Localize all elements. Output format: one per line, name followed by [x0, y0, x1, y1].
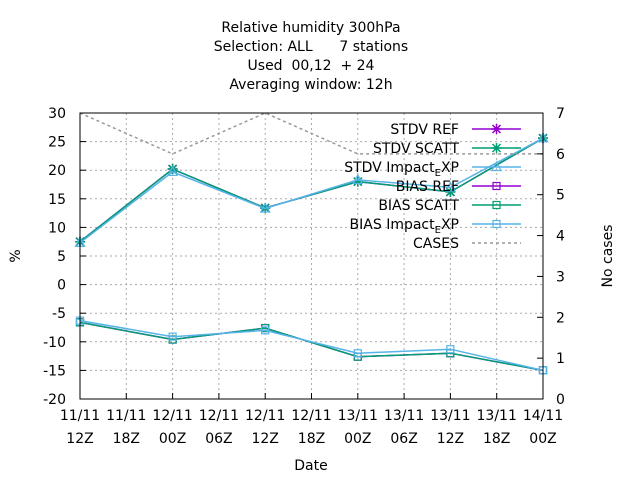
- legend-item-cases: CASES: [413, 236, 521, 252]
- x-tick-label-date: 14/11: [523, 408, 563, 424]
- y2-tick-label: 5: [556, 188, 565, 204]
- y2-tick-label: 3: [556, 269, 565, 285]
- legend-marker: [492, 181, 501, 191]
- data-point: [167, 164, 178, 175]
- title-line: Averaging window: 12h: [229, 77, 392, 93]
- y2-tick-label: 2: [556, 310, 565, 326]
- legend-label: BIAS ImpactEXP: [350, 217, 459, 236]
- y-tick-label: 25: [48, 135, 66, 151]
- x-tick-label-hour: 00Z: [159, 431, 186, 447]
- series-stdv-impact-exp: [74, 131, 549, 247]
- data-point: [167, 165, 179, 177]
- legend-label: CASES: [413, 236, 459, 252]
- title-line: Relative humidity 300hPa: [221, 20, 400, 36]
- x-tick-label-date: 11/11: [106, 408, 146, 424]
- y2-tick-label: 1: [556, 351, 565, 367]
- plot-series: [74, 112, 549, 375]
- x-tick-label-date: 11/11: [60, 408, 100, 424]
- x-tick-label-date: 13/11: [338, 408, 378, 424]
- x-tick-label-hour: 00Z: [344, 431, 371, 447]
- legend-label: STDV ImpactEXP: [344, 160, 459, 179]
- y-tick-label: -15: [43, 363, 66, 379]
- y-tick-label: 0: [57, 278, 66, 294]
- x-tick-label-hour: 18Z: [113, 431, 140, 447]
- legend-marker: [491, 124, 502, 134]
- y2-tick-label: 4: [556, 229, 565, 245]
- grid: [79, 112, 544, 400]
- x-tick-label-date: 12/11: [291, 408, 331, 424]
- data-point: [261, 326, 270, 335]
- data-point: [168, 332, 177, 341]
- x-tick-label-date: 12/11: [152, 408, 192, 424]
- y-tick-label: -10: [43, 335, 66, 351]
- x-tick-label-date: 13/11: [384, 408, 424, 424]
- series-cases: [79, 112, 543, 155]
- x-tick-label-date: 13/11: [477, 408, 517, 424]
- legend-item-bias-ref: BIAS REF: [396, 179, 521, 195]
- legend-label: STDV SCATT: [373, 141, 459, 157]
- y-tick-label: 15: [48, 192, 66, 208]
- x-tick-label-hour: 18Z: [483, 431, 510, 447]
- y2-tick-label: 0: [556, 392, 565, 408]
- x-tick-label-hour: 06Z: [390, 431, 417, 447]
- data-point: [352, 173, 364, 185]
- y2-axis-label: No cases: [600, 225, 616, 288]
- y-axis-label: %: [8, 249, 24, 262]
- y-tick-label: 30: [48, 106, 66, 122]
- series-bias-impact-exp: [75, 316, 548, 375]
- legend-marker: [491, 143, 502, 153]
- legend-item-bias-scatt: BIAS SCATT: [378, 198, 521, 214]
- title-line: Selection: ALL 7 stations: [214, 39, 408, 55]
- series-bias-ref: [75, 318, 548, 375]
- y-tick-label: -20: [43, 392, 66, 408]
- x-tick-label-date: 12/11: [245, 408, 285, 424]
- legend-item-stdv-impact-exp: STDV ImpactEXP: [344, 160, 521, 179]
- x-tick-label-date: 13/11: [430, 408, 470, 424]
- axes: -20 -15 -10 -5 0 5 10 15 20 25 30 0 1 2 3 4 5 6 7 11/11 12Z 1…: [43, 106, 565, 447]
- data-point: [445, 186, 456, 197]
- series-line: [79, 112, 543, 155]
- x-tick-label-hour: 12Z: [437, 431, 464, 447]
- x-tick-label-hour: 12Z: [66, 431, 93, 447]
- data-point: [353, 349, 362, 358]
- y-tick-label: 5: [57, 249, 66, 265]
- y2-tick-label: 6: [556, 147, 565, 163]
- series-line: [79, 137, 544, 244]
- title-line: Used 00,12 + 24: [248, 58, 375, 74]
- x-tick-label-hour: 06Z: [205, 431, 232, 447]
- x-tick-label-hour: 18Z: [298, 431, 325, 447]
- legend-label: STDV REF: [390, 122, 459, 138]
- chart-title: Relative humidity 300hPa Selection: ALL 7…: [214, 20, 408, 93]
- x-axis-label: Date: [294, 458, 327, 474]
- legend-label: BIAS REF: [396, 179, 459, 195]
- data-point: [259, 202, 271, 213]
- data-point: [446, 345, 455, 354]
- x-tick-label-hour: 12Z: [251, 431, 278, 447]
- y2-tick-label: 7: [556, 106, 565, 122]
- legend-item-bias-impact-exp: BIAS ImpactEXP: [350, 217, 521, 236]
- legend-marker: [491, 160, 502, 172]
- data-point: [352, 176, 363, 187]
- data-point: [444, 181, 456, 192]
- series-bias-scatt: [75, 318, 548, 375]
- y-tick-label: 20: [48, 163, 66, 179]
- legend-item-stdv-scatt: STDV SCATT: [373, 141, 521, 157]
- series-line: [79, 319, 544, 372]
- x-tick-label-hour: 00Z: [529, 431, 556, 447]
- legend-item-stdv-ref: STDV REF: [390, 122, 521, 138]
- legend-marker: [492, 219, 501, 229]
- x-tick-label-date: 12/11: [199, 408, 239, 424]
- y-tick-label: 10: [48, 220, 66, 236]
- legend-marker: [492, 200, 501, 210]
- y-tick-label: -5: [52, 306, 66, 322]
- legend-label: BIAS SCATT: [378, 198, 459, 214]
